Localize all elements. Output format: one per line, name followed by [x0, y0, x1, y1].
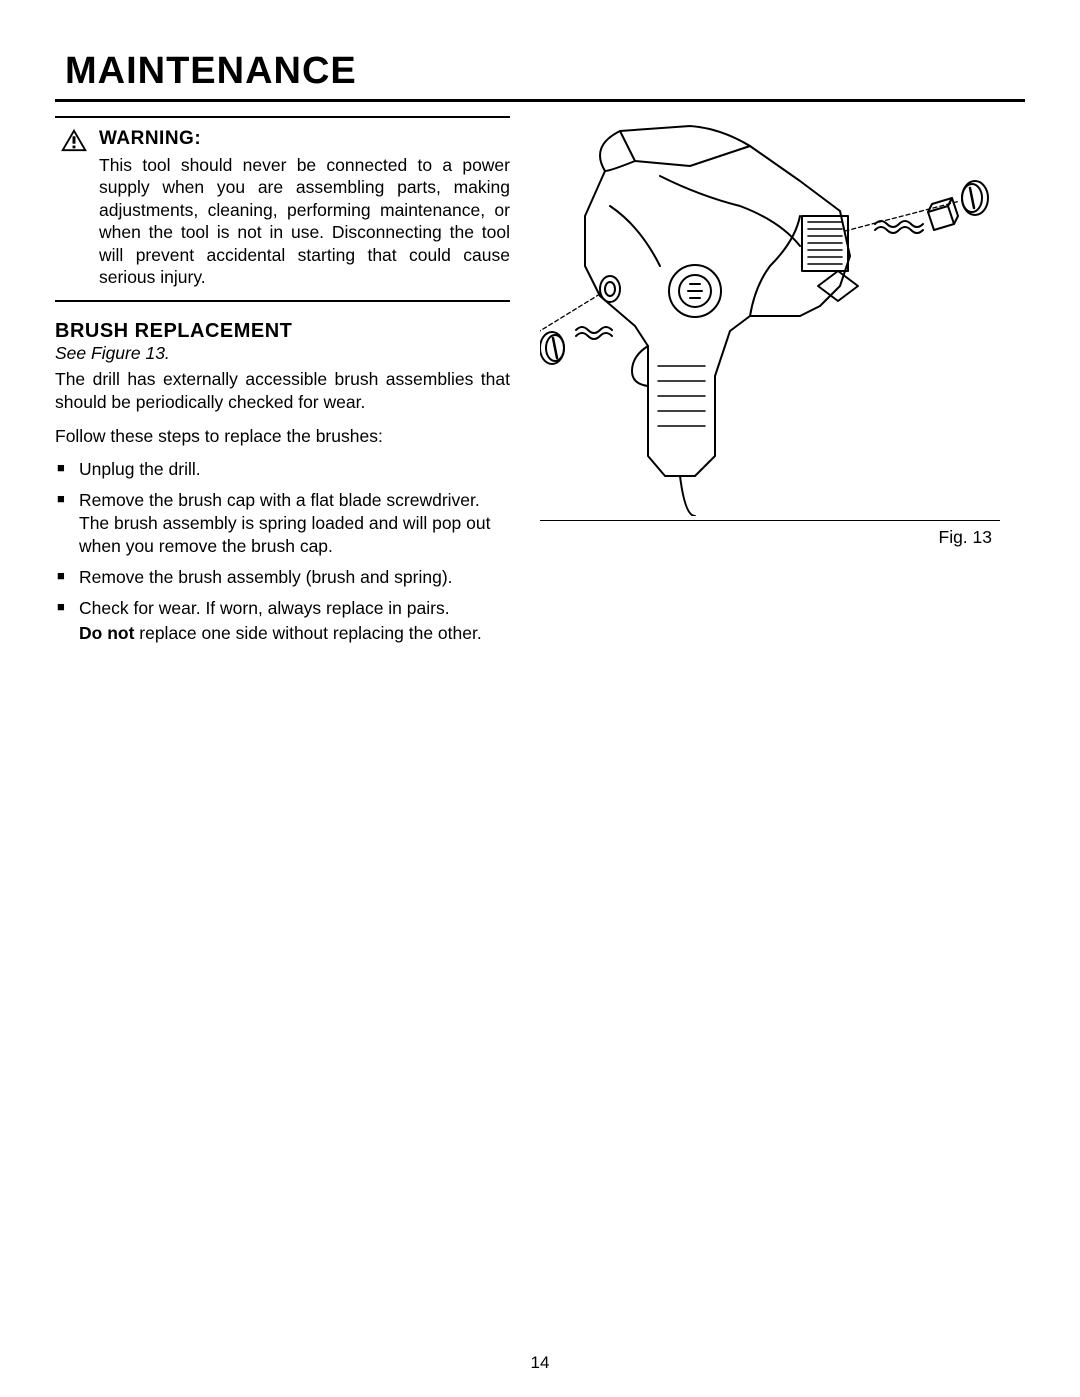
warning-bottom-rule [55, 300, 510, 302]
intro-paragraph: The drill has externally accessible brus… [55, 368, 510, 413]
page-title: MAINTENANCE [65, 50, 1025, 93]
left-column: WARNING: This tool should never be conne… [55, 116, 510, 653]
warning-body-text: This tool should never be connected to a… [99, 154, 510, 288]
figure-rule [540, 520, 1000, 521]
see-figure-ref: See Figure 13. [55, 343, 510, 364]
list-item: Remove the brush cap with a flat blade s… [55, 489, 510, 558]
list-item: Unplug the drill. [55, 458, 510, 481]
list-item: Remove the brush assembly (brush and spr… [55, 566, 510, 589]
donot-line: Do not replace one side without replacin… [79, 622, 510, 645]
title-rule [55, 99, 1025, 102]
page-number: 14 [0, 1353, 1080, 1373]
steps-list: Unplug the drill. Remove the brush cap w… [55, 458, 510, 646]
list-item: Check for wear. If worn, always replace … [55, 597, 510, 645]
brush-replacement-heading: BRUSH REPLACEMENT [55, 320, 510, 343]
warning-triangle-icon [59, 128, 89, 152]
donot-rest: replace one side without replacing the o… [134, 623, 481, 643]
step-text: Check for wear. If worn, always replace … [79, 598, 450, 618]
warning-top-rule [55, 116, 510, 118]
figure-caption: Fig. 13 [540, 527, 1000, 548]
two-column-layout: WARNING: This tool should never be conne… [55, 116, 1025, 653]
follow-steps-line: Follow these steps to replace the brushe… [55, 425, 510, 447]
right-column: Fig. 13 [540, 116, 1000, 653]
warning-block: WARNING: This tool should never be conne… [55, 128, 510, 288]
figure-illustration [540, 116, 1000, 516]
donot-bold: Do not [79, 623, 134, 643]
warning-heading: WARNING: [99, 128, 510, 150]
